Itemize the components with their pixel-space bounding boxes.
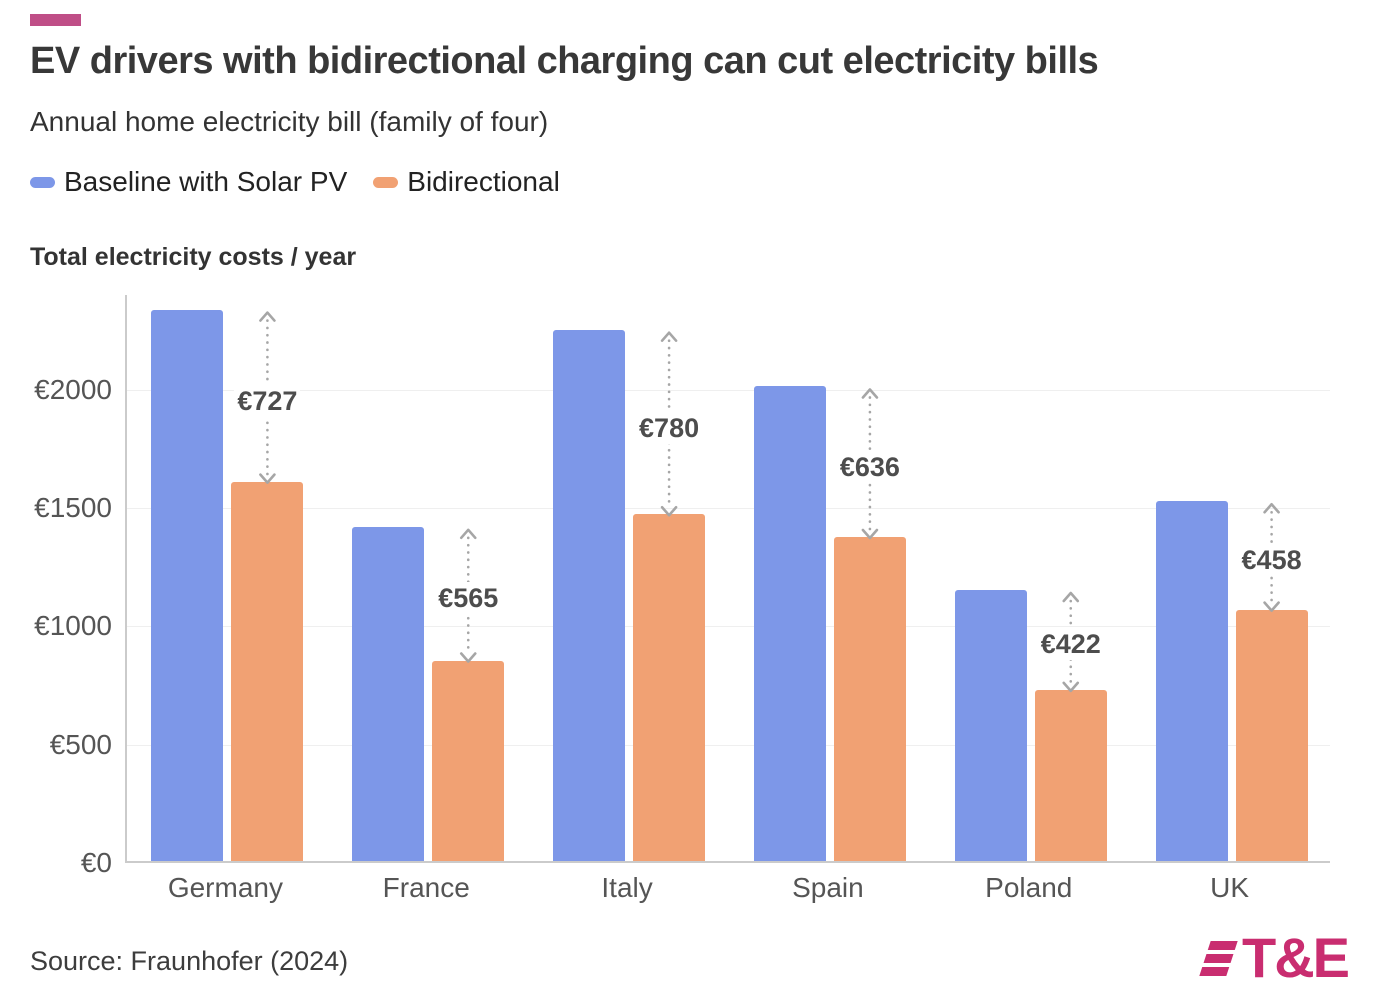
- accent-bar: [30, 14, 81, 26]
- te-logo-text: T&E: [1242, 926, 1350, 989]
- y-tick-label: €1000: [34, 610, 112, 642]
- bar-bidirectional-france: [432, 660, 505, 861]
- x-axis-label-italy: Italy: [601, 872, 653, 903]
- bar-baseline-uk: [1155, 501, 1228, 861]
- bar-baseline-italy: [553, 329, 626, 861]
- te-logo: T&E: [1199, 926, 1350, 989]
- y-tick-label: €500: [49, 728, 112, 760]
- plot-area: €727 €565 €780 €636 €422 €458: [125, 295, 1330, 863]
- logo-stripe: [1207, 940, 1238, 950]
- y-tick-label: €1500: [34, 492, 112, 523]
- y-tick-label: €0: [80, 847, 112, 878]
- y-tick-label: €2000: [34, 373, 112, 405]
- x-axis-label-france: France: [382, 872, 470, 903]
- logo-stripe: [1203, 953, 1234, 963]
- savings-label-france: €565: [435, 582, 502, 615]
- bar-baseline-poland: [954, 590, 1027, 861]
- legend-swatch-baseline: [30, 176, 55, 188]
- savings-label-spain: €636: [836, 450, 903, 483]
- y-axis-title: Total electricity costs / year: [30, 243, 357, 271]
- savings-label-uk: €458: [1238, 543, 1305, 576]
- page-title: EV drivers with bidirectional charging c…: [30, 40, 1099, 82]
- legend-swatch-bidirectional: [373, 176, 399, 188]
- legend-item-bidirectional: Bidirectional: [373, 166, 560, 198]
- savings-label-italy: €780: [636, 411, 703, 444]
- x-axis-label-spain: Spain: [792, 872, 864, 903]
- bar-baseline-germany: [151, 309, 224, 861]
- savings-arrows: [259, 311, 1280, 693]
- legend: Baseline with Solar PV Bidirectional: [30, 166, 560, 198]
- legend-item-baseline: Baseline with Solar PV: [30, 166, 347, 198]
- bar-bidirectional-germany: [231, 481, 304, 861]
- x-axis-label-germany: Germany: [167, 872, 283, 903]
- y-axis-ticks: €0 €500 €1000 €1500 €2000: [0, 0, 112, 996]
- te-logo-stripes-icon: [1199, 940, 1238, 976]
- x-axis-label-poland: Poland: [985, 872, 1073, 903]
- gridline: [127, 626, 1330, 628]
- x-axis-labels: Germany France Italy Spain Poland UK: [125, 872, 1330, 912]
- gridline: [127, 508, 1330, 509]
- bar-baseline-france: [352, 526, 425, 861]
- bar-baseline-spain: [753, 386, 826, 861]
- gridline: [127, 744, 1330, 746]
- bar-bidirectional-uk: [1235, 609, 1308, 861]
- page-subtitle: Annual home electricity bill (family of …: [30, 106, 549, 137]
- gridline: [127, 389, 1330, 391]
- source-note: Source: Fraunhofer (2024): [30, 946, 349, 976]
- bar-bidirectional-poland: [1034, 689, 1107, 861]
- savings-label-poland: €422: [1037, 627, 1104, 660]
- legend-label-baseline: Baseline with Solar PV: [64, 166, 348, 197]
- x-axis-label-uk: UK: [1210, 872, 1250, 903]
- logo-stripe: [1199, 966, 1230, 976]
- bar-bidirectional-spain: [833, 537, 906, 861]
- bar-bidirectional-italy: [633, 514, 706, 861]
- savings-label-germany: €727: [234, 385, 301, 418]
- legend-label-bidirectional: Bidirectional: [407, 166, 560, 197]
